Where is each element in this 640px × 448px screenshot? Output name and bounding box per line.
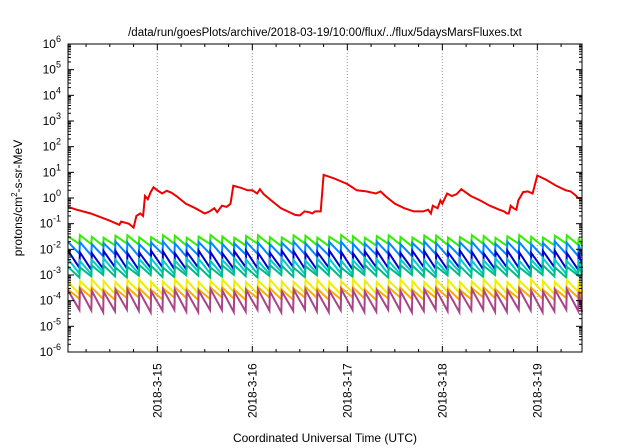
y-axis-label-post: -s-sr-MeV <box>11 140 25 193</box>
y-axis-label-sup: 2 <box>10 192 19 197</box>
y-tick-label: 105 <box>43 60 61 77</box>
x-tick-label: 2018-3-19 <box>530 363 544 418</box>
x-axis-label: Coordinated Universal Time (UTC) <box>233 431 417 445</box>
x-tick-label: 2018-3-17 <box>340 363 354 418</box>
series-line <box>67 233 583 249</box>
y-axis-label: protons/cm2-s-sr-MeV <box>10 140 25 256</box>
chart-title: /data/run/goesPlots/archive/2018-03-19/1… <box>128 27 523 39</box>
y-tick-label: 10-5 <box>40 316 61 333</box>
y-tick-label: 10-2 <box>40 239 61 256</box>
series-line <box>67 285 583 317</box>
y-axis-label-pre: protons/cm <box>11 197 25 256</box>
y-tick-label: 100 <box>43 188 61 205</box>
series-layer <box>67 173 583 317</box>
y-tick-label: 10-6 <box>40 342 61 359</box>
series-line <box>67 276 583 297</box>
x-tick-labels: 2018-3-15 2018-3-16 2018-3-17 2018-3-18 2018… <box>150 363 544 418</box>
y-tick-label: 10-3 <box>40 265 61 282</box>
y-tick-label: 102 <box>43 137 61 154</box>
axis-ticks <box>68 43 582 353</box>
x-tick-label: 2018-3-15 <box>150 363 164 418</box>
x-tick-label: 2018-3-18 <box>435 363 449 418</box>
series-line <box>67 262 583 280</box>
y-tick-label: 101 <box>43 162 61 179</box>
grid-lines <box>156 44 538 352</box>
y-tick-label: 104 <box>43 85 61 102</box>
x-tick-label: 2018-3-16 <box>245 363 259 418</box>
y-tick-labels: 10-6 10-5 10-4 10-3 10-2 10-1 100 101 102 103 104 1… <box>40 34 61 359</box>
series-line <box>67 173 582 230</box>
y-tick-label: 10-1 <box>40 214 61 231</box>
y-tick-label: 103 <box>43 111 61 128</box>
y-tick-label: 10-4 <box>40 291 61 308</box>
y-tick-label: 106 <box>43 34 61 51</box>
